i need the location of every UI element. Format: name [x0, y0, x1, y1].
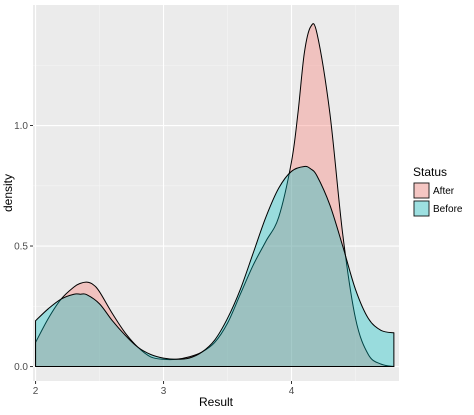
legend-title: Status: [413, 165, 447, 179]
series-layer: [35, 23, 395, 368]
legend-swatch-before: [413, 200, 430, 217]
x-axis-title: Result: [199, 395, 234, 409]
x-tick-label: 4: [289, 386, 295, 397]
axis-ticks: [30, 125, 293, 384]
y-tick-label: 0.5: [14, 242, 28, 253]
legend-entries: After Before: [413, 182, 463, 217]
density-area-before: [35, 165, 395, 368]
legend-entry-before: Before: [413, 200, 463, 217]
legend-key-background: [413, 182, 430, 199]
legend-label: After: [433, 186, 455, 197]
grid-minor: [33, 5, 399, 381]
legend-swatch-after: [413, 182, 430, 199]
legend: Status After Before: [413, 165, 463, 217]
x-tick-label: 3: [161, 386, 167, 397]
legend-key-background: [413, 200, 430, 217]
y-tick-label: 1.0: [14, 121, 28, 132]
legend-label: Before: [433, 204, 463, 215]
x-tick-label: 2: [33, 386, 39, 397]
y-tick-label: 0.0: [14, 362, 28, 373]
y-axis-title: density: [1, 174, 15, 212]
legend-entry-after: After: [413, 182, 455, 199]
tick-labels: 2 3 4 0.0 0.5 1.0: [14, 121, 295, 397]
density-area-after: [35, 23, 395, 368]
